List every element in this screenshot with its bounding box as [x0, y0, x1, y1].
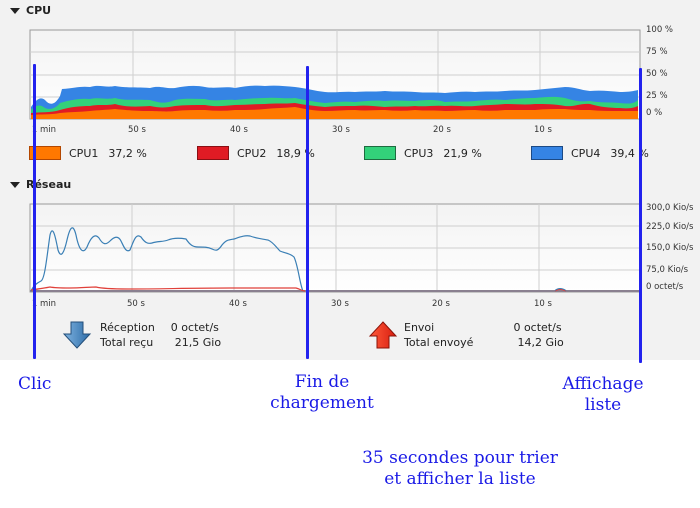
cpu-y-tick: 50 %: [646, 69, 668, 79]
cpu1-value: 37,2 %: [108, 146, 147, 160]
total-received-label: Total reçu: [100, 335, 154, 349]
send-summary: Envoi 0 octet/s Total envoyé 14,2 Gio: [368, 320, 564, 350]
upload-arrow-icon: [368, 321, 398, 349]
cpu-section-header[interactable]: CPU: [10, 4, 51, 17]
send-rate: 0 octet/s: [513, 320, 562, 334]
reception-label: Réception: [100, 320, 155, 334]
send-label: Envoi: [404, 320, 435, 334]
cpu2-legend: CPU2 18,9 %: [197, 146, 315, 160]
cpu-x-tick: 50 s: [128, 125, 146, 135]
send-line: [30, 286, 306, 292]
annotation-summary: 35 secondes pour trier et afficher la li…: [362, 448, 558, 489]
network-x-tick: 10 s: [534, 299, 552, 309]
cpu-x-tick: 1 min: [31, 125, 57, 135]
network-y-tick: 150,0 Kio/s: [646, 243, 694, 253]
collapse-triangle-icon[interactable]: [10, 181, 20, 188]
network-y-tick: 225,0 Kio/s: [646, 222, 694, 232]
download-arrow-icon: [62, 321, 92, 349]
cpu-section-title: CPU: [26, 4, 52, 17]
cpu1-area: [31, 107, 638, 119]
cpu2-value: 18,9 %: [276, 146, 315, 160]
network-y-tick: 0 octet/s: [646, 282, 684, 292]
network-y-tick: 300,0 Kio/s: [646, 203, 694, 213]
network-section-header[interactable]: Réseau: [10, 178, 71, 191]
network-x-tick: 30 s: [331, 299, 349, 309]
load-end-marker-line: [306, 66, 309, 359]
cpu1-color-swatch[interactable]: [29, 146, 61, 160]
total-sent-label: Total envoyé: [404, 335, 474, 349]
network-x-tick: 1 min: [31, 299, 57, 309]
annotation-list-display: Affichage liste: [562, 374, 644, 415]
network-x-tick: 40 s: [229, 299, 247, 309]
cpu3-legend: CPU3 21,9 %: [364, 146, 482, 160]
list-display-marker-line: [639, 68, 642, 363]
cpu-y-tick: 75 %: [646, 47, 668, 57]
reception-rate: 0 octet/s: [170, 320, 219, 334]
network-history-chart: [29, 203, 641, 293]
cpu4-legend: CPU4 39,4 %: [531, 146, 649, 160]
click-marker-line: [33, 64, 36, 359]
annotation-clic: Clic: [18, 374, 52, 394]
reception-summary: Réception 0 octet/s Total reçu 21,5 Gio: [62, 320, 221, 350]
cpu-x-tick: 30 s: [332, 125, 350, 135]
cpu-x-tick: 20 s: [433, 125, 451, 135]
network-y-tick: 75,0 Kio/s: [646, 265, 689, 275]
network-section-title: Réseau: [26, 178, 72, 191]
cpu-x-tick: 10 s: [534, 125, 552, 135]
send-blip: [554, 288, 567, 292]
network-x-tick: 50 s: [127, 299, 145, 309]
cpu4-color-swatch[interactable]: [531, 146, 563, 160]
cpu-y-tick: 0 %: [646, 108, 663, 118]
cpu1-legend: CPU1 37,2 %: [29, 146, 147, 160]
cpu-x-tick: 40 s: [230, 125, 248, 135]
reception-blip: [554, 288, 567, 291]
cpu3-color-swatch[interactable]: [364, 146, 396, 160]
annotation-load-end: Fin de chargement: [270, 372, 374, 413]
cpu-y-tick: 100 %: [646, 25, 674, 35]
cpu2-color-swatch[interactable]: [197, 146, 229, 160]
total-sent-value: 14,2 Gio: [517, 335, 564, 349]
cpu3-value: 21,9 %: [443, 146, 482, 160]
cpu-history-chart: [29, 29, 641, 120]
collapse-triangle-icon[interactable]: [10, 7, 20, 14]
cpu4-value: 39,4 %: [610, 146, 649, 160]
network-x-tick: 20 s: [432, 299, 450, 309]
reception-line: [30, 227, 304, 292]
total-received-value: 21,5 Gio: [174, 335, 222, 349]
cpu-y-tick: 25 %: [646, 91, 668, 101]
system-monitor-resources: CPU 100 % 75 % 50 %: [0, 0, 700, 360]
